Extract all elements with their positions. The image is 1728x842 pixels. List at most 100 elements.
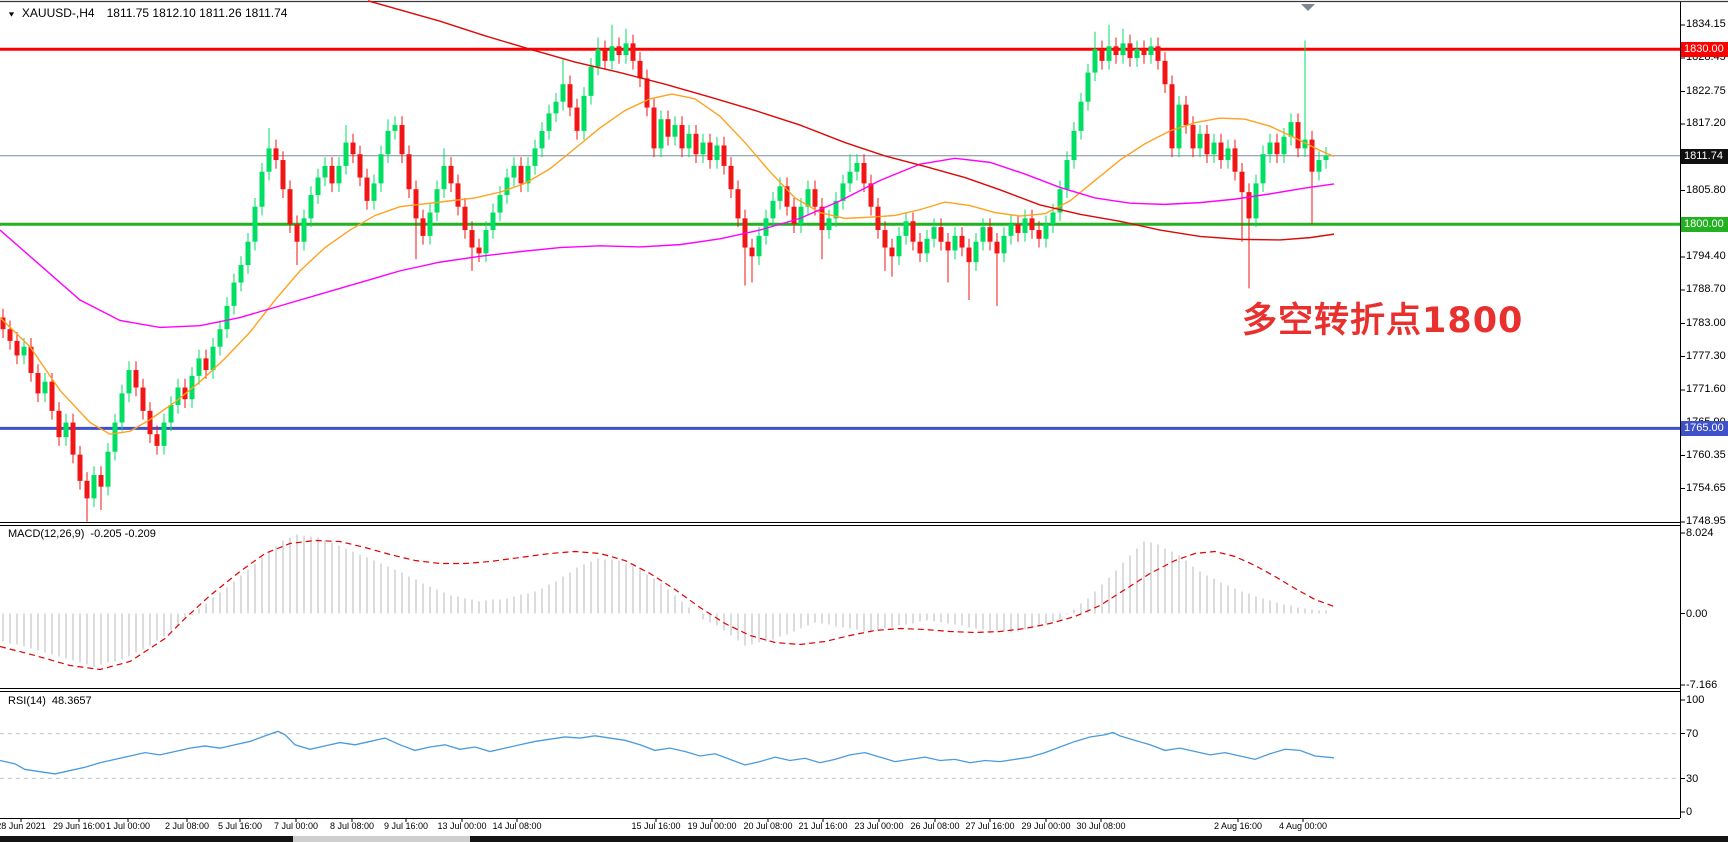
candle-body[interactable]	[658, 119, 664, 149]
candle-body[interactable]	[875, 206, 881, 231]
scrollbar-thumb[interactable]	[293, 836, 470, 842]
candle-body[interactable]	[1029, 218, 1035, 231]
candle-body[interactable]	[931, 227, 937, 239]
candle-body[interactable]	[833, 200, 839, 219]
candle-body[interactable]	[553, 101, 559, 114]
candle-body[interactable]	[126, 370, 132, 394]
candle-body[interactable]	[602, 49, 608, 61]
candle-body[interactable]	[231, 282, 237, 306]
candle-body[interactable]	[21, 346, 27, 356]
candle-body[interactable]	[511, 165, 517, 178]
candle-body[interactable]	[455, 183, 461, 207]
candle-body[interactable]	[357, 154, 363, 178]
candle-body[interactable]	[952, 235, 958, 251]
candle-body[interactable]	[588, 66, 594, 96]
candle-body[interactable]	[728, 165, 734, 190]
candle-body[interactable]	[175, 387, 181, 406]
candle-body[interactable]	[252, 206, 258, 242]
candle-body[interactable]	[56, 410, 62, 438]
candle-body[interactable]	[147, 410, 153, 435]
candle-body[interactable]	[1253, 183, 1259, 219]
candle-body[interactable]	[1316, 160, 1322, 172]
candle-body[interactable]	[196, 358, 202, 376]
candle-body[interactable]	[364, 177, 370, 201]
candle-body[interactable]	[924, 238, 930, 254]
candle-body[interactable]	[735, 189, 741, 219]
candle-body[interactable]	[847, 171, 853, 184]
candle-body[interactable]	[1050, 212, 1056, 225]
candle-body[interactable]	[294, 224, 300, 242]
candle-body[interactable]	[1225, 148, 1231, 161]
candle-body[interactable]	[448, 165, 454, 184]
candle-body[interactable]	[133, 370, 139, 388]
candle-body[interactable]	[0, 317, 6, 330]
candle-body[interactable]	[70, 422, 76, 455]
candle-body[interactable]	[1106, 46, 1112, 61]
candle-body[interactable]	[1022, 218, 1028, 233]
candle-body[interactable]	[595, 49, 601, 67]
candle-body[interactable]	[882, 230, 888, 248]
candle-body[interactable]	[1190, 125, 1196, 149]
candle-body[interactable]	[616, 46, 622, 56]
candle-body[interactable]	[917, 241, 923, 254]
candle-body[interactable]	[238, 265, 244, 283]
candle-body[interactable]	[490, 212, 496, 231]
candle-body[interactable]	[105, 451, 111, 487]
candle-body[interactable]	[938, 227, 944, 242]
candle-body[interactable]	[910, 221, 916, 242]
candle-body[interactable]	[420, 218, 426, 236]
candle-body[interactable]	[567, 84, 573, 108]
candle-body[interactable]	[336, 165, 342, 184]
candle-body[interactable]	[854, 162, 860, 172]
candle-body[interactable]	[1099, 49, 1105, 61]
candle-body[interactable]	[945, 241, 951, 251]
candle-body[interactable]	[770, 200, 776, 219]
candle-body[interactable]	[896, 235, 902, 257]
candle-body[interactable]	[1246, 192, 1252, 219]
candle-body[interactable]	[518, 165, 524, 184]
candle-body[interactable]	[329, 165, 335, 184]
candle-body[interactable]	[7, 329, 13, 341]
candle-body[interactable]	[1127, 43, 1133, 58]
candle-body[interactable]	[28, 346, 34, 373]
candle-body[interactable]	[609, 46, 615, 61]
candle-body[interactable]	[1169, 84, 1175, 149]
candle-body[interactable]	[280, 160, 286, 190]
candle-body[interactable]	[784, 186, 790, 207]
candle-body[interactable]	[861, 162, 867, 184]
candle-body[interactable]	[1043, 224, 1049, 239]
candle-body[interactable]	[1232, 148, 1238, 172]
candle-body[interactable]	[1309, 139, 1315, 172]
candle-body[interactable]	[1134, 49, 1140, 58]
candle-body[interactable]	[98, 475, 104, 487]
candle-body[interactable]	[273, 148, 279, 161]
candle-body[interactable]	[413, 189, 419, 219]
candle-body[interactable]	[637, 60, 643, 79]
chart-annotation-text[interactable]: 多空转折点1800	[1242, 301, 1524, 341]
candle-body[interactable]	[1302, 139, 1308, 149]
candle-body[interactable]	[980, 227, 986, 242]
candle-body[interactable]	[1015, 224, 1021, 233]
candle-body[interactable]	[119, 393, 125, 423]
candle-body[interactable]	[714, 145, 720, 161]
candle-body[interactable]	[826, 218, 832, 231]
candle-body[interactable]	[434, 189, 440, 213]
candle-body[interactable]	[581, 95, 587, 131]
candle-body[interactable]	[476, 247, 482, 254]
candle-body[interactable]	[224, 305, 230, 330]
candle-body[interactable]	[308, 195, 314, 219]
candle-body[interactable]	[987, 227, 993, 242]
candle-body[interactable]	[385, 130, 391, 155]
candle-body[interactable]	[763, 218, 769, 236]
candle-body[interactable]	[42, 381, 48, 394]
candle-body[interactable]	[623, 43, 629, 56]
candle-body[interactable]	[1267, 142, 1273, 155]
candle-body[interactable]	[889, 247, 895, 257]
candle-body[interactable]	[1162, 60, 1168, 85]
candle-body[interactable]	[203, 358, 209, 371]
candle-body[interactable]	[574, 107, 580, 131]
candle-body[interactable]	[245, 241, 251, 266]
candle-body[interactable]	[812, 189, 818, 207]
candle-body[interactable]	[1057, 189, 1063, 213]
